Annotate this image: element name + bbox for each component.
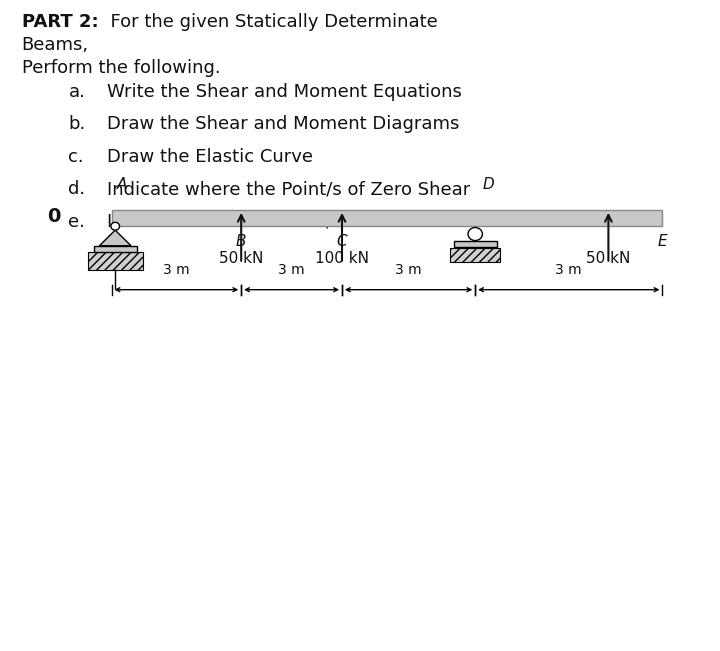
Text: c.: c.: [68, 148, 84, 166]
Text: A: A: [117, 177, 127, 192]
Text: E: E: [657, 234, 667, 249]
Text: 3 m: 3 m: [163, 262, 189, 277]
Bar: [454, 240, 497, 247]
Circle shape: [468, 228, 482, 240]
Bar: [94, 245, 137, 252]
Text: Perform the following.: Perform the following.: [22, 59, 220, 77]
Text: 3 m: 3 m: [279, 262, 305, 277]
Text: b.: b.: [68, 115, 86, 133]
Bar: [112, 210, 662, 226]
Text: 0: 0: [48, 206, 60, 226]
Circle shape: [111, 222, 120, 230]
Text: Indicate where the Point/s of Contraflexure: Indicate where the Point/s of Contraflex…: [107, 213, 493, 231]
Text: 50 kN: 50 kN: [586, 251, 631, 266]
Bar: [88, 252, 143, 271]
Text: Draw the Shear and Moment Diagrams: Draw the Shear and Moment Diagrams: [107, 115, 459, 133]
Bar: [450, 247, 500, 262]
Text: C: C: [337, 234, 347, 249]
Text: e.: e.: [68, 213, 85, 231]
Text: For the given Statically Determinate: For the given Statically Determinate: [99, 13, 438, 31]
Text: PART 2:: PART 2:: [22, 13, 98, 31]
Text: Draw the Elastic Curve: Draw the Elastic Curve: [107, 148, 312, 166]
Text: Beams,: Beams,: [22, 36, 89, 54]
Text: Indicate where the Point/s of Zero Shear: Indicate where the Point/s of Zero Shear: [107, 180, 470, 199]
Text: a.: a.: [68, 83, 85, 101]
Text: d.: d.: [68, 180, 86, 199]
Text: Write the Shear and Moment Equations: Write the Shear and Moment Equations: [107, 83, 462, 101]
Polygon shape: [99, 230, 131, 245]
Text: D: D: [482, 177, 494, 192]
Text: 3 m: 3 m: [556, 262, 582, 277]
Text: B: B: [236, 234, 246, 249]
Text: 50 kN: 50 kN: [219, 251, 264, 266]
Text: 3 m: 3 m: [395, 262, 422, 277]
Text: 100 kN: 100 kN: [315, 251, 369, 266]
